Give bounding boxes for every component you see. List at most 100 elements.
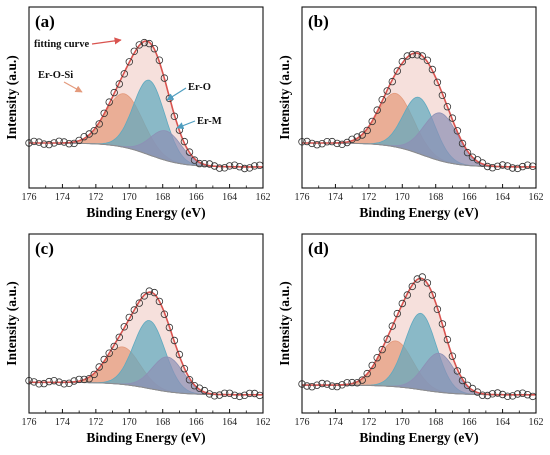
data-point: [418, 52, 426, 60]
data-point: [95, 363, 103, 371]
x-tick-label: 168: [428, 417, 443, 428]
data-point: [185, 148, 194, 156]
data-point: [393, 309, 401, 318]
data-point: [338, 381, 346, 389]
data-point: [35, 380, 43, 388]
data-point: [503, 392, 512, 400]
data-point: [180, 365, 189, 373]
data-point: [458, 139, 467, 148]
arrow-er-m: [176, 120, 196, 130]
data-point: [373, 354, 381, 362]
arrow-fitting-curve: [91, 37, 122, 45]
data-point: [373, 106, 381, 114]
x-tick-label: 172: [88, 192, 103, 203]
data-point: [403, 52, 411, 60]
data-point: [478, 391, 487, 399]
panel-label: (b): [308, 12, 329, 31]
y-axis-title: Intensity (a.u.): [277, 55, 292, 139]
data-point: [368, 361, 376, 370]
data-point: [150, 288, 159, 297]
data-point: [403, 291, 411, 299]
fit-line: [29, 40, 263, 168]
data-point: [308, 383, 316, 391]
data-point: [343, 379, 351, 387]
y-axis-title: Intensity (a.u.): [4, 281, 19, 365]
data-point: [120, 323, 128, 331]
x-tick-label: 164: [495, 417, 510, 428]
data-point: [60, 138, 68, 146]
data-point: [140, 38, 148, 47]
x-axis-title: Binding Energy (eV): [359, 205, 478, 220]
x-tick-label: 174: [55, 192, 70, 203]
data-point: [95, 120, 103, 128]
x-tick-label: 166: [189, 417, 204, 428]
data-point: [323, 137, 331, 146]
data-point: [398, 57, 406, 66]
data-point: [40, 140, 48, 148]
data-point: [453, 367, 462, 375]
x-tick-label: 174: [328, 192, 343, 203]
data-point: [215, 391, 224, 399]
data-point: [140, 292, 148, 300]
data-point: [363, 126, 371, 135]
data-point: [488, 390, 497, 398]
data-point: [130, 306, 138, 314]
data-point: [120, 70, 128, 78]
data-point: [210, 392, 219, 400]
data-point: [100, 109, 108, 117]
annotation-er-o: Er-O: [188, 82, 211, 93]
panel-label: (d): [308, 239, 329, 258]
data-point: [338, 140, 346, 148]
data-point: [448, 352, 457, 360]
data-point: [318, 139, 326, 148]
data-point: [130, 47, 138, 55]
data-point: [160, 74, 169, 82]
data-point: [398, 299, 406, 308]
data-point: [190, 382, 199, 390]
annotation-fitting-curve: fitting curve: [34, 39, 89, 50]
data-point: [408, 282, 416, 291]
x-tick-label: 166: [462, 192, 477, 203]
data-point: [190, 156, 199, 164]
fit-line: [29, 291, 263, 396]
data-point: [65, 379, 73, 387]
x-tick-label: 166: [462, 417, 477, 428]
x-axis-title: Binding Energy (eV): [86, 205, 205, 220]
data-point: [488, 163, 497, 172]
data-point: [518, 162, 527, 171]
data-point: [155, 297, 164, 306]
data-point: [508, 392, 517, 400]
data-point: [478, 159, 487, 167]
x-tick-label: 162: [256, 192, 271, 203]
x-tick-label: 176: [22, 417, 37, 428]
x-tick-label: 170: [395, 192, 410, 203]
data-point: [493, 389, 502, 397]
data-point: [210, 162, 219, 170]
data-point: [388, 77, 396, 86]
data-point: [348, 135, 356, 143]
data-point: [185, 376, 194, 384]
arrow-er-o-si: [63, 81, 83, 93]
data-point: [90, 126, 98, 135]
data-point: [230, 161, 239, 169]
data-point: [65, 139, 73, 148]
data-point: [313, 140, 321, 149]
data-point: [50, 377, 58, 385]
data-point: [518, 389, 527, 397]
data-point: [55, 378, 63, 386]
annotation-er-o-si: Er-O-Si: [38, 70, 73, 81]
data-point: [353, 133, 361, 141]
data-point: [150, 45, 159, 53]
panel-label: (a): [35, 12, 55, 31]
data-point: [110, 342, 118, 351]
data-point: [368, 117, 376, 126]
data-point: [235, 162, 244, 171]
data-point: [493, 162, 502, 170]
data-point: [498, 161, 507, 169]
data-point: [85, 130, 93, 138]
data-point: [498, 390, 507, 399]
data-point: [145, 39, 153, 48]
data-point: [333, 139, 341, 148]
data-point: [160, 310, 169, 318]
